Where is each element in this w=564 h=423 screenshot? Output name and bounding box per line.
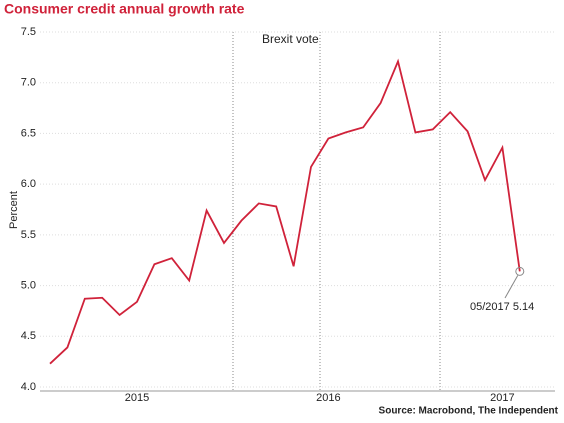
- y-tick-label: 5.5: [21, 229, 36, 241]
- y-tick-label: 4.5: [21, 330, 36, 342]
- y-tick-label: 4.0: [21, 381, 36, 393]
- annotation: 05/2017 5.14: [470, 301, 534, 313]
- y-tick-label: 7.0: [21, 77, 36, 89]
- y-tick-label: 5.0: [21, 279, 36, 291]
- y-tick-label: 6.0: [21, 178, 36, 190]
- y-tick-label: 7.5: [21, 26, 36, 38]
- y-axis-label: Percent: [8, 191, 20, 229]
- y-tick-label: 6.5: [21, 127, 36, 139]
- leader: [504, 275, 519, 299]
- source: Source: Macrobond, The Independent: [379, 406, 559, 417]
- x-tick-label: 2015: [125, 392, 149, 404]
- x-tick-label: 2017: [490, 392, 514, 404]
- end-marker: [515, 266, 525, 276]
- x-tick-label: 2016: [316, 392, 340, 404]
- line: [49, 58, 521, 365]
- chart-title: Consumer credit annual growth rate: [4, 1, 245, 17]
- annotation: Brexit vote: [262, 32, 319, 46]
